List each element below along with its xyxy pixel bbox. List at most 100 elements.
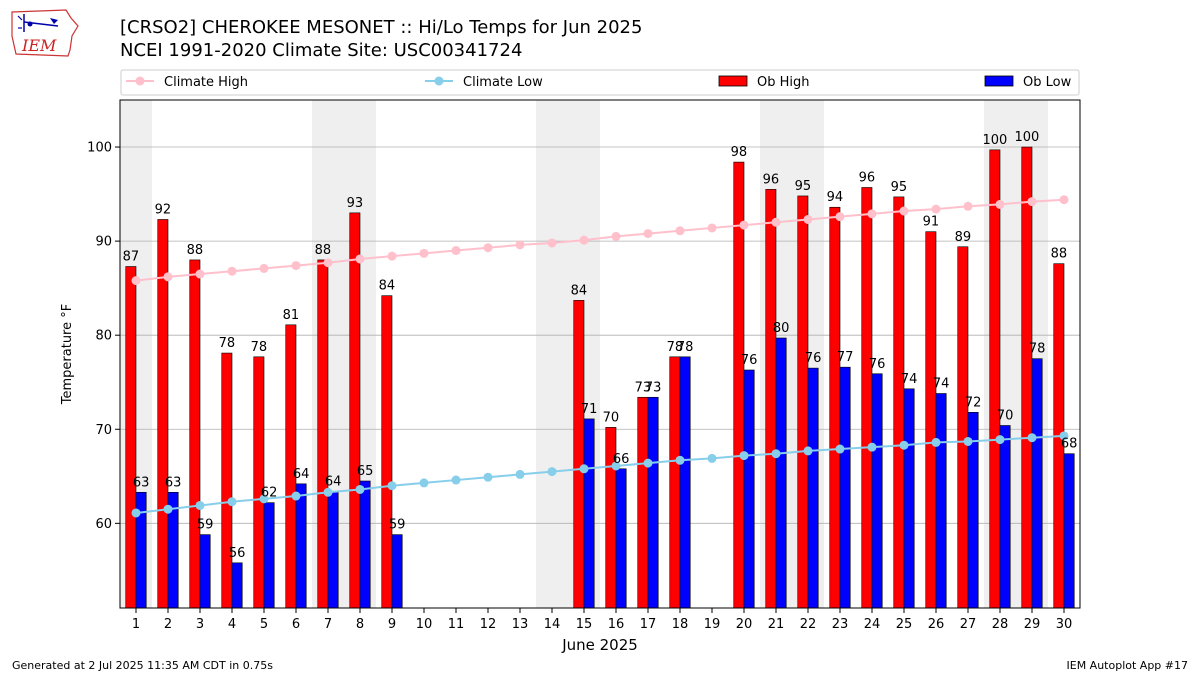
legend-climate-low: Climate Low: [425, 75, 543, 90]
climate-low-point-17: [643, 458, 653, 468]
ob-low-bar-24: [871, 373, 883, 609]
climate-low-point-1: [131, 508, 141, 518]
climate-low-point-13: [515, 469, 525, 479]
x-tick-label-5: 5: [260, 617, 268, 632]
ob-high-bar-3: [189, 259, 201, 609]
ob-low-bar-17: [647, 396, 659, 609]
climate-high-point-26: [931, 204, 941, 214]
ob-high-bar-1: [125, 266, 137, 609]
ob-high-label-28: 100: [982, 133, 1007, 148]
climate-high-point-21: [771, 217, 781, 227]
ob-high-label-26: 91: [923, 215, 940, 230]
ob-high-bar-18: [669, 356, 681, 609]
ob-low-bar-8: [359, 480, 371, 609]
x-tick-label-7: 7: [324, 617, 332, 632]
climate-low-point-15: [579, 464, 589, 474]
x-tick-label-12: 12: [480, 617, 497, 632]
ob-high-label-29: 100: [1014, 130, 1039, 145]
x-tick-label-27: 27: [960, 617, 977, 632]
ob-high-bar-7: [317, 259, 329, 609]
x-tick-label-26: 26: [928, 617, 945, 632]
ob-low-label-9: 59: [389, 518, 406, 533]
ob-low-label-17: 73: [645, 380, 662, 395]
x-tick-label-23: 23: [832, 617, 849, 632]
ob-low-bar-20: [743, 369, 755, 609]
climate-low-point-3: [195, 500, 205, 510]
climate-low-point-24: [867, 442, 877, 452]
climate-low-point-28: [995, 435, 1005, 445]
ob-low-label-24: 76: [869, 357, 886, 372]
climate-high-point-9: [387, 251, 397, 261]
ob-high-bar-24: [861, 187, 873, 609]
x-tick-label-21: 21: [768, 617, 785, 632]
logo-text: IEM: [21, 36, 57, 55]
climate-low-point-30: [1059, 431, 1069, 441]
climate-high-point-29: [1027, 197, 1037, 207]
climate-high-point-30: [1059, 195, 1069, 205]
ob-low-bar-22: [807, 367, 819, 609]
y-tick-label-90: 90: [95, 235, 112, 250]
ob-low-label-1: 63: [133, 475, 150, 490]
ob-low-bar-6: [295, 483, 307, 609]
x-tick-label-2: 2: [164, 617, 172, 632]
legend-climate-high: Climate High: [126, 75, 248, 90]
ob-high-label-27: 89: [955, 230, 972, 245]
y-tick-label-70: 70: [95, 423, 112, 438]
climate-low-point-20: [739, 451, 749, 461]
x-tick-label-24: 24: [864, 617, 881, 632]
legend-label-climate-high: Climate High: [164, 75, 248, 90]
climate-low-point-29: [1027, 433, 1037, 443]
ob-high-bar-27: [957, 246, 969, 609]
ob-high-bar-17: [637, 396, 649, 609]
ob-low-bar-3: [199, 534, 211, 609]
x-tick-label-30: 30: [1056, 617, 1073, 632]
ob-low-label-8: 65: [357, 464, 374, 479]
ob-low-label-3: 59: [197, 518, 214, 533]
climate-low-point-18: [675, 455, 685, 465]
ob-low-label-5: 62: [261, 486, 278, 501]
climate-low-point-23: [835, 444, 845, 454]
plot-frame: [119, 99, 1081, 609]
climate-high-point-22: [803, 214, 813, 224]
climate-high-point-28: [995, 199, 1005, 209]
climate-high-point-2: [163, 272, 173, 282]
ob-high-label-4: 78: [219, 336, 236, 351]
ob-low-bar-9: [391, 534, 403, 609]
ob-low-label-4: 56: [229, 546, 246, 561]
ob-low-label-23: 77: [837, 350, 854, 365]
climate-high-point-12: [483, 243, 493, 253]
ob-low-bar-29: [1031, 358, 1043, 609]
climate-high-point-20: [739, 220, 749, 230]
legend-label-ob-high: Ob High: [757, 75, 810, 90]
y-tick-label-100: 100: [87, 141, 112, 156]
x-axis-label: June 2025: [561, 636, 638, 654]
x-tick-label-3: 3: [196, 617, 204, 632]
legend: Climate High Climate Low Ob High Ob Low: [120, 69, 1080, 96]
climate-low-point-27: [963, 436, 973, 446]
ob-low-label-16: 66: [613, 452, 630, 467]
ob-high-bar-26: [925, 231, 937, 609]
ob-high-label-5: 78: [251, 340, 268, 355]
ob-high-bar-25: [893, 196, 905, 609]
ob-high-label-30: 88: [1051, 247, 1068, 262]
x-tick-label-9: 9: [388, 617, 396, 632]
bars: [125, 146, 1075, 609]
ob-low-bar-25: [903, 388, 915, 609]
ob-low-bar-30: [1063, 453, 1075, 609]
climate-low-point-8: [355, 484, 365, 494]
ob-high-label-18: 78: [667, 340, 684, 355]
y-tick-label-80: 80: [95, 329, 112, 344]
climate-low-point-12: [483, 472, 493, 482]
ob-low-bar-18: [679, 356, 691, 609]
ob-low-bar-16: [615, 468, 627, 609]
x-tick-label-4: 4: [228, 617, 236, 632]
climate-high-point-8: [355, 254, 365, 264]
ob-low-bar-28: [999, 425, 1011, 609]
climate-low-point-11: [451, 475, 461, 485]
ob-low-bar-21: [775, 337, 787, 609]
x-tick-label-16: 16: [608, 617, 625, 632]
ob-low-bar-26: [935, 393, 947, 609]
ob-low-label-26: 74: [933, 377, 950, 392]
climate-low-line: [135, 434, 1065, 514]
ob-high-label-6: 81: [283, 308, 300, 323]
